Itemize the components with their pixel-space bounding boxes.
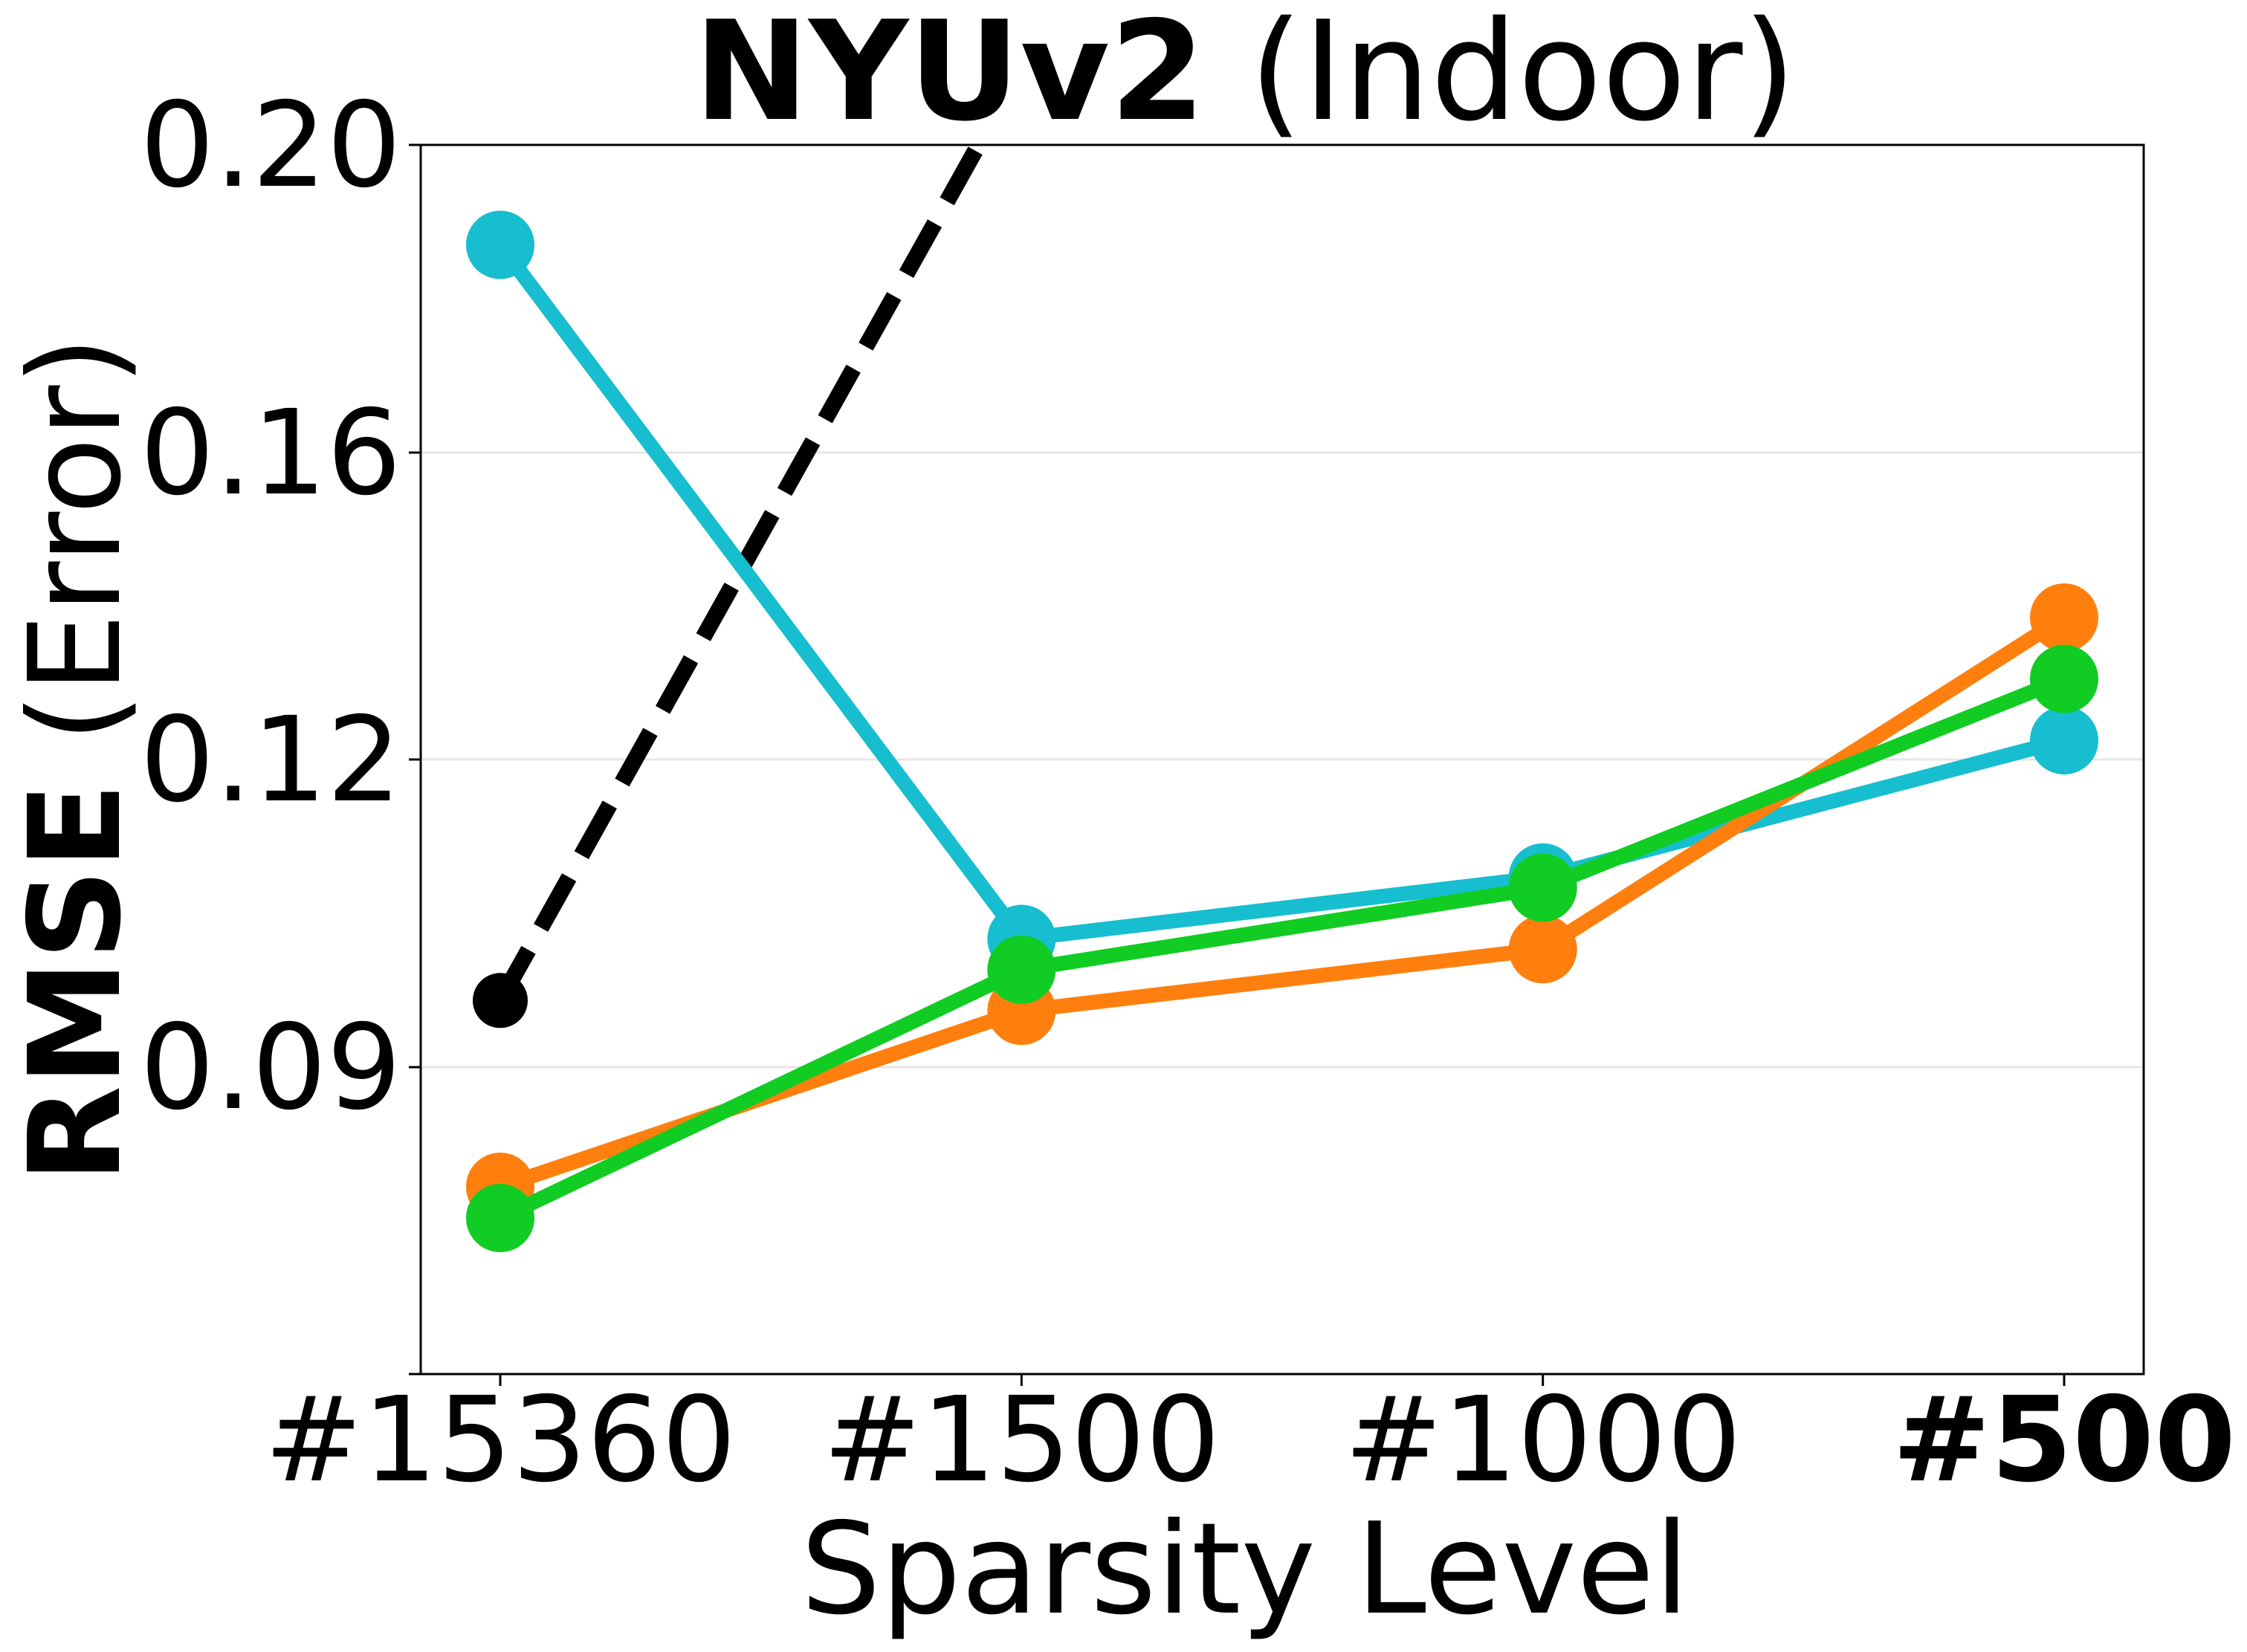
series-layer <box>466 145 2098 1252</box>
y-axis-label-bold: RMSE <box>2 783 149 1183</box>
data-point-series1-#15360 <box>466 210 534 279</box>
chart-title-bold: NYUv2 <box>694 0 1205 152</box>
x-axis-label: Sparsity Level <box>801 1496 1690 1643</box>
y-tick-label: 0.20 <box>140 77 401 214</box>
y-axis-label: RMSE (Error) <box>2 336 149 1183</box>
data-point-series3-#1000 <box>1508 853 1577 922</box>
data-point-series2-#500 <box>2030 583 2098 652</box>
x-tick-label: #1500 <box>823 1372 1220 1509</box>
data-point-series1-#500 <box>2030 706 2098 775</box>
y-tick-label: 0.09 <box>140 1000 401 1136</box>
data-point-series0-#15360 <box>473 973 528 1029</box>
x-ticks: #15360 #1500 #1000 #500 <box>264 1372 2236 1509</box>
x-tick-label: #1000 <box>1344 1372 1741 1509</box>
data-point-series3-#1500 <box>987 935 1056 1004</box>
series-line-3 <box>493 671 2072 1225</box>
y-ticks: 0.09 0.12 0.16 0.20 <box>140 77 421 1376</box>
x-tick-label: #500 <box>1892 1372 2236 1509</box>
series-line-0 <box>493 145 989 1005</box>
x-tick-label: #15360 <box>264 1372 736 1509</box>
data-point-series3-#15360 <box>466 1184 534 1252</box>
chart-title: NYUv2 (Indoor) <box>694 0 1796 152</box>
y-tick-label: 0.12 <box>140 692 401 829</box>
series-line-1 <box>493 237 2072 947</box>
data-point-series2-#1000 <box>1508 915 1577 984</box>
data-point-series3-#500 <box>2030 644 2098 713</box>
chart-title-normal: (Indoor) <box>1206 0 1797 152</box>
y-tick-label: 0.16 <box>140 385 401 522</box>
y-axis-label-normal: (Error) <box>2 336 149 783</box>
